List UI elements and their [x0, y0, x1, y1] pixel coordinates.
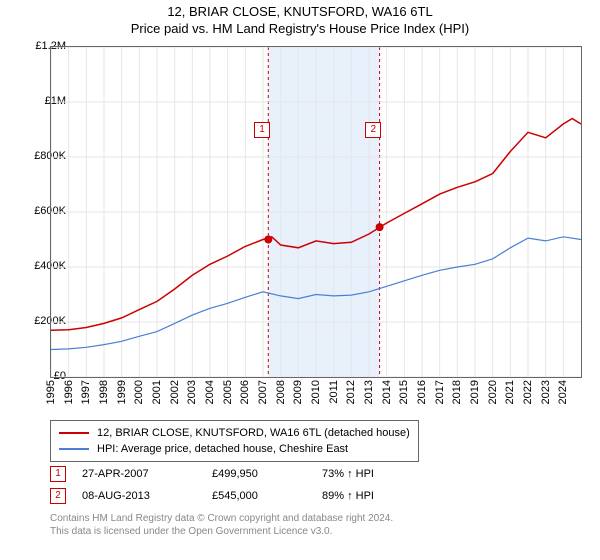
chart-plot-area	[50, 46, 582, 378]
footer-line1: Contains HM Land Registry data © Crown c…	[50, 512, 393, 525]
transaction-price: £545,000	[212, 490, 322, 502]
title-subtitle: Price paid vs. HM Land Registry's House …	[0, 21, 600, 36]
x-tick-label: 1996	[63, 380, 75, 404]
x-tick-label: 1995	[45, 380, 57, 404]
x-tick-label: 2013	[363, 380, 375, 404]
transaction-row: 1 27-APR-2007£499,95073% ↑ HPI	[50, 464, 422, 484]
transaction-hpi: 73% ↑ HPI	[322, 468, 422, 480]
x-tick-label: 2014	[381, 380, 393, 404]
transaction-row: 2 08-AUG-2013£545,00089% ↑ HPI	[50, 486, 422, 506]
transaction-price: £499,950	[212, 468, 322, 480]
x-tick-label: 2019	[469, 380, 481, 404]
transaction-table: 1 27-APR-2007£499,95073% ↑ HPI 2 08-AUG-201…	[50, 464, 422, 508]
title-block: 12, BRIAR CLOSE, KNUTSFORD, WA16 6TL Pri…	[0, 0, 600, 36]
x-tick-label: 2007	[257, 380, 269, 404]
transaction-badge: 1	[50, 466, 66, 482]
legend-swatch	[59, 432, 89, 434]
x-tick-label: 2011	[328, 380, 340, 404]
x-tick-label: 2001	[151, 380, 163, 404]
x-tick-label: 2005	[222, 380, 234, 404]
x-tick-label: 2008	[275, 380, 287, 404]
legend-box: 12, BRIAR CLOSE, KNUTSFORD, WA16 6TL (de…	[50, 420, 419, 462]
x-tick-label: 2012	[345, 380, 357, 404]
x-tick-label: 1999	[116, 380, 128, 404]
x-tick-label: 2009	[292, 380, 304, 404]
x-tick-label: 2010	[310, 380, 322, 404]
x-tick-label: 2020	[487, 380, 499, 404]
transaction-badge: 2	[50, 488, 66, 504]
x-tick-label: 2017	[434, 380, 446, 404]
x-tick-label: 2022	[522, 380, 534, 404]
x-tick-label: 1997	[80, 380, 92, 404]
chart-marker-badge: 2	[365, 122, 381, 138]
x-tick-label: 2023	[540, 380, 552, 404]
x-tick-label: 2015	[398, 380, 410, 404]
x-tick-label: 2002	[169, 380, 181, 404]
chart-svg	[51, 47, 581, 377]
x-tick-label: 2003	[186, 380, 198, 404]
title-address: 12, BRIAR CLOSE, KNUTSFORD, WA16 6TL	[0, 4, 600, 19]
x-tick-label: 2021	[504, 380, 516, 404]
x-tick-label: 2018	[451, 380, 463, 404]
x-tick-label: 2006	[239, 380, 251, 404]
x-tick-label: 2004	[204, 380, 216, 404]
footer-line2: This data is licensed under the Open Gov…	[50, 525, 393, 538]
chart-container: 12, BRIAR CLOSE, KNUTSFORD, WA16 6TL Pri…	[0, 0, 600, 560]
legend-item: 12, BRIAR CLOSE, KNUTSFORD, WA16 6TL (de…	[59, 425, 410, 441]
legend-item: HPI: Average price, detached house, Ches…	[59, 441, 410, 457]
chart-marker-badge: 1	[254, 122, 270, 138]
legend-label: 12, BRIAR CLOSE, KNUTSFORD, WA16 6TL (de…	[97, 427, 410, 439]
transaction-date: 27-APR-2007	[82, 468, 212, 480]
transaction-date: 08-AUG-2013	[82, 490, 212, 502]
x-tick-label: 2000	[133, 380, 145, 404]
x-tick-label: 2016	[416, 380, 428, 404]
transaction-hpi: 89% ↑ HPI	[322, 490, 422, 502]
legend-swatch	[59, 448, 89, 450]
x-tick-label: 1998	[98, 380, 110, 404]
legend-label: HPI: Average price, detached house, Ches…	[97, 443, 348, 455]
footer-attribution: Contains HM Land Registry data © Crown c…	[50, 512, 393, 538]
x-tick-label: 2024	[557, 380, 569, 404]
